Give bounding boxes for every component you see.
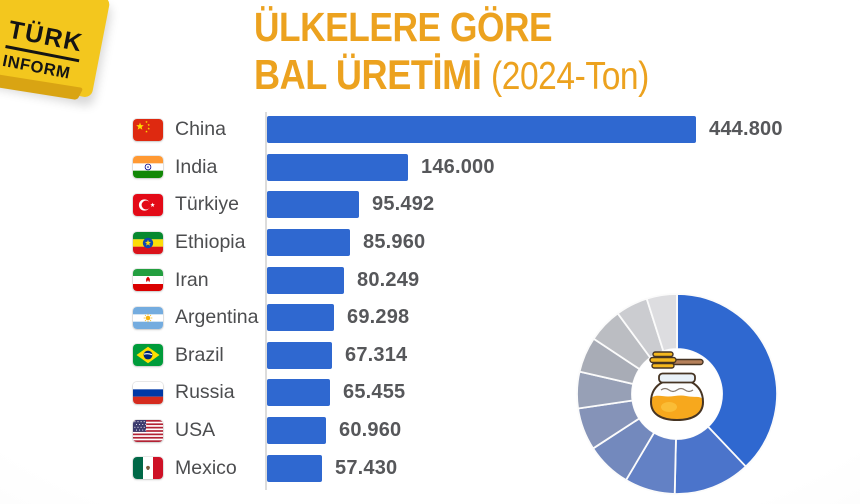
honey-pot xyxy=(649,372,705,422)
country-bar xyxy=(267,191,359,219)
country-value: 65.455 xyxy=(343,381,406,404)
country-value: 80.249 xyxy=(357,268,420,291)
chart-row: Iran 80.249 xyxy=(133,261,857,299)
country-label: USA xyxy=(175,419,216,442)
country-label: Argentina xyxy=(175,306,259,329)
br-flag-icon xyxy=(133,344,163,367)
country-label-cell: Brazil xyxy=(133,344,267,367)
country-label-cell: Russia xyxy=(133,381,267,404)
honey-jar-icon xyxy=(649,351,705,422)
country-label-cell: Mexico xyxy=(133,457,267,480)
axis-line xyxy=(265,112,267,490)
country-label: Russia xyxy=(175,381,235,404)
bar-rows: China 444.800 India 146.000 Türkiye 95.492 Eth… xyxy=(133,111,857,487)
chart-row: Brazil 67.314 xyxy=(133,337,857,375)
page-title: ÜLKELERE GÖRE BAL ÜRETİMİ (2024-Ton) xyxy=(254,4,649,99)
chart-row: Argentina 69.298 xyxy=(133,299,857,337)
donut-chart xyxy=(567,284,787,504)
country-label-cell: China xyxy=(133,118,267,141)
chart-row: Mexico 57.430 xyxy=(133,449,857,487)
country-value: 67.314 xyxy=(345,343,408,366)
badge-subtitle: INFORM xyxy=(1,51,72,83)
mx-flag-icon xyxy=(133,457,163,480)
ar-flag-icon xyxy=(133,306,163,329)
country-bar xyxy=(267,341,332,369)
country-value: 444.800 xyxy=(709,118,783,141)
country-label: Türkiye xyxy=(175,193,239,216)
country-label-cell: Iran xyxy=(133,269,267,292)
in-flag-icon xyxy=(133,156,163,179)
title-year-suffix: (2024-Ton) xyxy=(490,55,649,99)
country-label-cell: Türkiye xyxy=(133,193,267,216)
country-bar xyxy=(267,229,350,257)
us-flag-icon xyxy=(133,419,163,442)
chart-row: USA 60.960 xyxy=(133,412,857,450)
bar-chart: China 444.800 India 146.000 Türkiye 95.492 Eth… xyxy=(133,111,857,491)
honey-dipper-icon xyxy=(649,351,704,369)
country-label: China xyxy=(175,118,226,141)
country-label-cell: India xyxy=(133,156,267,179)
chart-row: Russia 65.455 xyxy=(133,374,857,412)
turkinform-badge: TÜRK INFORM xyxy=(0,0,111,99)
country-value: 146.000 xyxy=(421,155,495,178)
country-label-cell: USA xyxy=(133,419,267,442)
country-bar xyxy=(267,116,696,144)
country-label-cell: Argentina xyxy=(133,306,267,329)
country-value: 85.960 xyxy=(363,231,426,254)
ru-flag-icon xyxy=(133,381,163,404)
country-bar xyxy=(267,304,334,332)
country-label: Mexico xyxy=(175,456,237,479)
chart-row: Türkiye 95.492 xyxy=(133,186,857,224)
title-line1: ÜLKELERE GÖRE xyxy=(254,4,553,50)
country-bar xyxy=(267,153,408,181)
ir-flag-icon xyxy=(133,269,163,292)
country-value: 57.430 xyxy=(335,456,398,479)
country-value: 60.960 xyxy=(339,419,402,442)
chart-row: China 444.800 xyxy=(133,111,857,149)
country-label: Ethiopia xyxy=(175,231,246,254)
country-bar xyxy=(267,266,344,294)
country-label: Brazil xyxy=(175,343,224,366)
country-bar xyxy=(267,417,326,445)
chart-row: India 146.000 xyxy=(133,149,857,187)
country-label: Iran xyxy=(175,268,209,291)
country-label-cell: Ethiopia xyxy=(133,231,267,254)
et-flag-icon xyxy=(133,231,163,254)
tr-flag-icon xyxy=(133,193,163,216)
chart-row: Ethiopia 85.960 xyxy=(133,224,857,262)
cn-flag-icon xyxy=(133,118,163,141)
country-bar xyxy=(267,454,322,482)
country-label: India xyxy=(175,155,218,178)
title-line2: BAL ÜRETİMİ xyxy=(254,51,482,99)
country-value: 95.492 xyxy=(372,193,435,216)
country-bar xyxy=(267,379,330,407)
country-value: 69.298 xyxy=(347,306,410,329)
